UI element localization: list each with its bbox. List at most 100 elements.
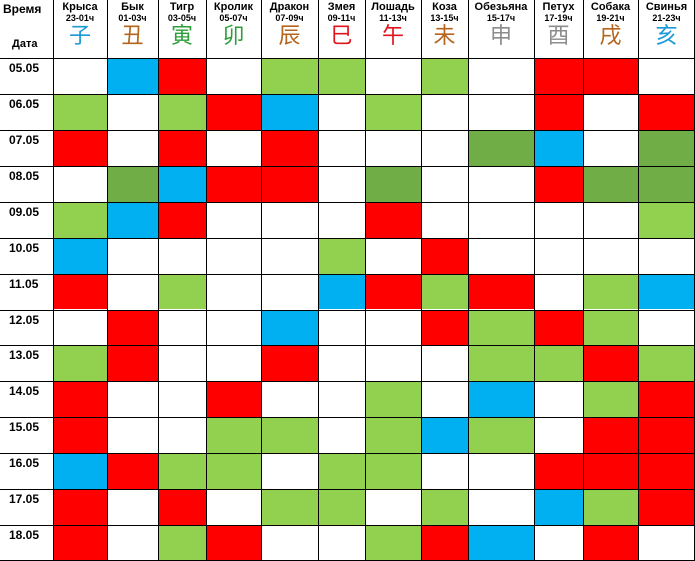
table-cell xyxy=(534,237,583,274)
table-cell xyxy=(206,453,261,490)
table-cell xyxy=(261,525,318,561)
table-cell xyxy=(53,489,107,526)
table-cell xyxy=(421,93,468,130)
table-cell xyxy=(261,58,318,94)
table-cell xyxy=(261,129,318,166)
table-cell xyxy=(468,93,534,130)
column-hours: 03-05ч xyxy=(167,13,197,23)
table-cell xyxy=(421,237,468,274)
table-cell xyxy=(53,129,107,166)
table-cell xyxy=(421,201,468,238)
table-cell xyxy=(421,417,468,454)
table-cell xyxy=(107,201,158,238)
table-cell xyxy=(583,273,638,310)
row-date: 09.05 xyxy=(9,204,40,219)
table-cell xyxy=(365,453,421,490)
column-animal-name: Лошадь xyxy=(371,1,415,13)
row-date: 17.05 xyxy=(9,492,40,507)
grid-line xyxy=(0,417,695,418)
table-cell xyxy=(261,309,318,346)
table-cell xyxy=(638,129,695,166)
table-cell xyxy=(107,381,158,418)
table-cell xyxy=(365,237,421,274)
table-cell xyxy=(638,273,695,310)
grid-line xyxy=(158,0,159,561)
table-cell xyxy=(206,93,261,130)
grid-line xyxy=(0,166,695,167)
table-cell xyxy=(107,273,158,310)
table-cell xyxy=(158,58,206,94)
column-hours: 11-13ч xyxy=(379,13,407,23)
column-header: Петух 17-19ч 酉 xyxy=(534,0,583,58)
column-hours: 19-21ч xyxy=(596,13,625,23)
column-hours: 01-03ч xyxy=(118,13,147,23)
row-date: 14.05 xyxy=(9,384,40,399)
table-cell xyxy=(468,417,534,454)
table-cell xyxy=(365,58,421,94)
column-header: Коза 13-15ч 未 xyxy=(421,0,468,58)
column-header: Дракон 07-09ч 辰 xyxy=(261,0,318,58)
column-glyph: 戌 xyxy=(599,24,622,49)
column-glyph: 巳 xyxy=(330,24,353,49)
table-cell xyxy=(638,489,695,526)
column-animal-name: Обезьяна xyxy=(474,1,528,13)
table-cell xyxy=(468,129,534,166)
table-cell xyxy=(583,345,638,382)
row-date: 18.05 xyxy=(9,528,40,543)
table-cell xyxy=(261,237,318,274)
table-cell xyxy=(206,309,261,346)
table-cell xyxy=(261,93,318,130)
table-cell xyxy=(583,489,638,526)
table-cell xyxy=(421,129,468,166)
column-animal-name: Кролик xyxy=(213,1,254,13)
table-cell xyxy=(107,237,158,274)
table-cell xyxy=(158,489,206,526)
table-cell xyxy=(583,93,638,130)
table-cell xyxy=(261,489,318,526)
grid-line xyxy=(0,202,695,203)
table-cell xyxy=(468,237,534,274)
table-cell xyxy=(158,165,206,202)
table-cell xyxy=(107,165,158,202)
table-cell xyxy=(107,93,158,130)
table-cell xyxy=(365,273,421,310)
table-cell xyxy=(261,417,318,454)
table-cell xyxy=(107,417,158,454)
table-cell xyxy=(53,453,107,490)
column-animal-name: Дракон xyxy=(269,1,310,13)
date-header-label: Дата xyxy=(12,38,38,50)
column-glyph: 子 xyxy=(68,24,91,49)
table-cell xyxy=(318,381,365,418)
column-hours: 17-19ч xyxy=(544,13,573,23)
table-cell xyxy=(318,489,365,526)
column-header: Собака 19-21ч 戌 xyxy=(583,0,638,58)
table-cell xyxy=(53,93,107,130)
table-cell xyxy=(638,453,695,490)
row-date: 12.05 xyxy=(9,312,40,327)
table-cell xyxy=(421,525,468,561)
column-animal-name: Змея xyxy=(327,1,356,13)
table-cell xyxy=(534,345,583,382)
column-animal-name: Бык xyxy=(121,1,144,13)
column-glyph: 辰 xyxy=(278,24,301,49)
table-cell xyxy=(158,345,206,382)
grid-line xyxy=(0,58,695,59)
table-cell xyxy=(638,237,695,274)
table-cell xyxy=(583,381,638,418)
table-cell xyxy=(421,381,468,418)
table-cell xyxy=(365,201,421,238)
table-cell xyxy=(638,201,695,238)
table-cell xyxy=(318,165,365,202)
row-date: 16.05 xyxy=(9,456,40,471)
column-hours: 23-01ч xyxy=(65,13,95,23)
column-hours: 15-17ч xyxy=(486,13,516,23)
table-cell xyxy=(421,453,468,490)
column-animal-name: Собака xyxy=(590,1,631,13)
grid-line xyxy=(0,525,695,526)
grid-line xyxy=(583,0,584,561)
table-cell xyxy=(107,129,158,166)
column-hours: 21-23ч xyxy=(652,13,681,23)
column-hours: 09-11ч xyxy=(327,13,356,23)
table-cell xyxy=(534,93,583,130)
table-cell xyxy=(534,489,583,526)
